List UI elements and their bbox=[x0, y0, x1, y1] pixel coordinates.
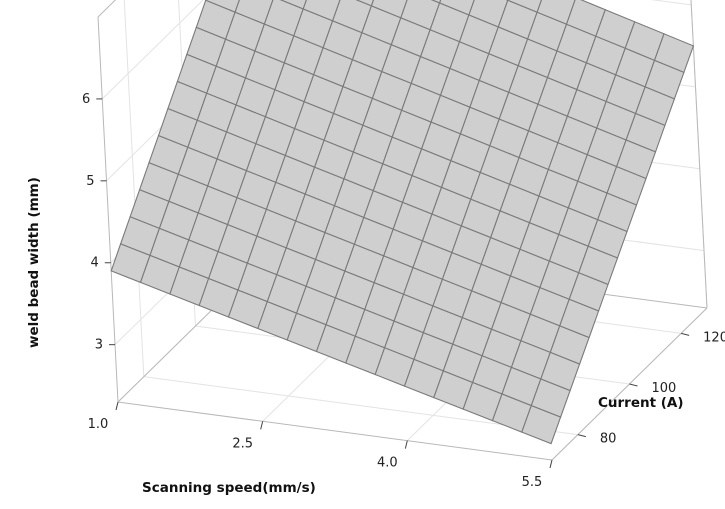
y-tick-label-1: 100 bbox=[652, 381, 677, 396]
x-tick-0 bbox=[115, 401, 119, 411]
z-tick-label-2: 5 bbox=[86, 174, 94, 189]
x-tick-3 bbox=[549, 459, 553, 469]
axis-ticks: 3 4 5 6 1.0 2.5 4.0 5.5 80 100 120 bbox=[82, 92, 725, 490]
left-wall-gridline-y-0 bbox=[123, 0, 145, 377]
y-tick-label-0: 80 bbox=[600, 432, 617, 447]
z-tick-label-1: 4 bbox=[90, 256, 98, 271]
surface-cell bbox=[521, 404, 562, 445]
box-edge-2 bbox=[690, 0, 708, 309]
z-tick-label-0: 3 bbox=[95, 338, 103, 353]
box-edge-0 bbox=[97, 16, 119, 403]
z-tick-label-3: 6 bbox=[82, 92, 90, 107]
x-tick-label-0: 1.0 bbox=[88, 417, 109, 432]
z-axis-label: weld bead width (mm) bbox=[26, 177, 42, 348]
response-surface bbox=[110, 0, 695, 445]
x-tick-label-3: 5.5 bbox=[522, 475, 543, 490]
x-axis-label: Scanning speed(mm/s) bbox=[142, 480, 316, 496]
y-axis-label: Current (A) bbox=[598, 395, 684, 411]
y-tick-label-2: 120 bbox=[703, 330, 725, 345]
box-edge-5 bbox=[117, 401, 553, 461]
y-tick-0 bbox=[577, 434, 586, 438]
x-tick-label-2: 4.0 bbox=[377, 456, 398, 471]
x-tick-label-1: 2.5 bbox=[232, 436, 253, 451]
y-tick-2 bbox=[681, 332, 690, 336]
y-tick-1 bbox=[629, 383, 638, 387]
x-tick-1 bbox=[260, 421, 264, 430]
x-tick-2 bbox=[404, 440, 408, 449]
